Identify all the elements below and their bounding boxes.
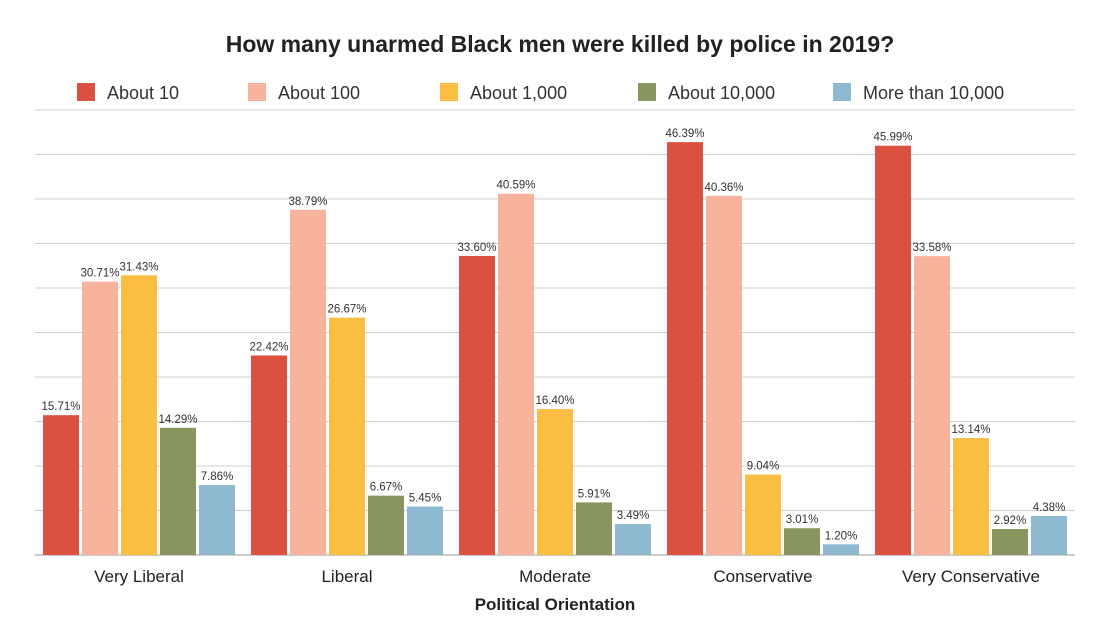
legend-label: About 1,000 bbox=[470, 83, 567, 103]
legend-swatch bbox=[638, 83, 656, 101]
bar bbox=[667, 142, 703, 555]
bar bbox=[745, 474, 781, 555]
data-label: 40.36% bbox=[704, 182, 743, 194]
x-axis-ticks: Very Liberal Liberal Moderate Conservative V… bbox=[94, 567, 1040, 586]
legend: About 10 About 100 About 1,000 About 10,000… bbox=[77, 83, 1004, 103]
bar bbox=[498, 193, 534, 555]
legend-swatch bbox=[248, 83, 266, 101]
bar bbox=[1031, 516, 1067, 555]
bar bbox=[784, 528, 820, 555]
x-tick-label: Conservative bbox=[713, 567, 812, 586]
data-label: 45.99% bbox=[873, 132, 912, 144]
legend-swatch bbox=[440, 83, 458, 101]
data-label: 15.71% bbox=[41, 401, 80, 413]
data-label: 40.59% bbox=[496, 180, 535, 192]
data-label: 33.58% bbox=[912, 242, 951, 254]
legend-swatch bbox=[833, 83, 851, 101]
bar bbox=[706, 195, 742, 555]
legend-item: About 100 bbox=[248, 83, 360, 103]
legend-swatch bbox=[77, 83, 95, 101]
bar bbox=[823, 544, 859, 555]
legend-item: About 1,000 bbox=[440, 83, 567, 103]
data-label: 3.49% bbox=[617, 510, 650, 522]
data-label: 26.67% bbox=[327, 304, 366, 316]
data-label: 6.67% bbox=[370, 482, 403, 494]
x-tick-label: Moderate bbox=[519, 567, 591, 586]
data-label: 31.43% bbox=[119, 261, 158, 273]
bar bbox=[576, 502, 612, 555]
data-label: 5.45% bbox=[409, 492, 442, 504]
chart-title: How many unarmed Black men were killed b… bbox=[226, 31, 895, 57]
bar bbox=[121, 275, 157, 555]
bar bbox=[875, 145, 911, 555]
data-label: 7.86% bbox=[201, 471, 234, 483]
data-label: 30.71% bbox=[80, 268, 119, 280]
data-label: 33.60% bbox=[457, 242, 496, 254]
bar bbox=[329, 317, 365, 555]
bar bbox=[160, 427, 196, 555]
legend-item: About 10 bbox=[77, 83, 179, 103]
x-axis-label: Political Orientation bbox=[475, 595, 636, 614]
data-label: 3.01% bbox=[786, 514, 819, 526]
x-tick-label: Liberal bbox=[321, 567, 372, 586]
legend-label: About 100 bbox=[278, 83, 360, 103]
bar bbox=[992, 529, 1028, 555]
legend-label: About 10 bbox=[107, 83, 179, 103]
data-label: 13.14% bbox=[951, 424, 990, 436]
data-label: 2.92% bbox=[994, 515, 1027, 527]
data-label: 1.20% bbox=[825, 530, 858, 542]
data-label: 46.39% bbox=[665, 128, 704, 140]
legend-label: More than 10,000 bbox=[863, 83, 1004, 103]
legend-item: About 10,000 bbox=[638, 83, 775, 103]
bars: 15.71% 30.71%31.43% 14.29% 7.86% 22.42% 38.79… bbox=[41, 128, 1067, 556]
bar bbox=[615, 523, 651, 555]
legend-item: More than 10,000 bbox=[833, 83, 1004, 103]
bar bbox=[914, 256, 950, 555]
data-label: 16.40% bbox=[535, 395, 574, 407]
bar bbox=[953, 438, 989, 555]
bar bbox=[537, 409, 573, 555]
bar bbox=[43, 415, 79, 555]
data-label: 22.42% bbox=[249, 341, 288, 353]
bar bbox=[368, 495, 404, 555]
data-label: 5.91% bbox=[578, 488, 611, 500]
bar bbox=[251, 355, 287, 555]
x-tick-label: Very Liberal bbox=[94, 567, 184, 586]
data-label: 14.29% bbox=[158, 414, 197, 426]
data-label: 38.79% bbox=[288, 196, 327, 208]
bar bbox=[199, 485, 235, 555]
bar bbox=[82, 281, 118, 555]
data-label: 9.04% bbox=[747, 461, 780, 473]
bar bbox=[407, 506, 443, 555]
bar bbox=[459, 255, 495, 555]
legend-label: About 10,000 bbox=[668, 83, 775, 103]
bar bbox=[290, 209, 326, 556]
x-tick-label: Very Conservative bbox=[902, 567, 1040, 586]
data-label: 4.38% bbox=[1033, 502, 1066, 514]
